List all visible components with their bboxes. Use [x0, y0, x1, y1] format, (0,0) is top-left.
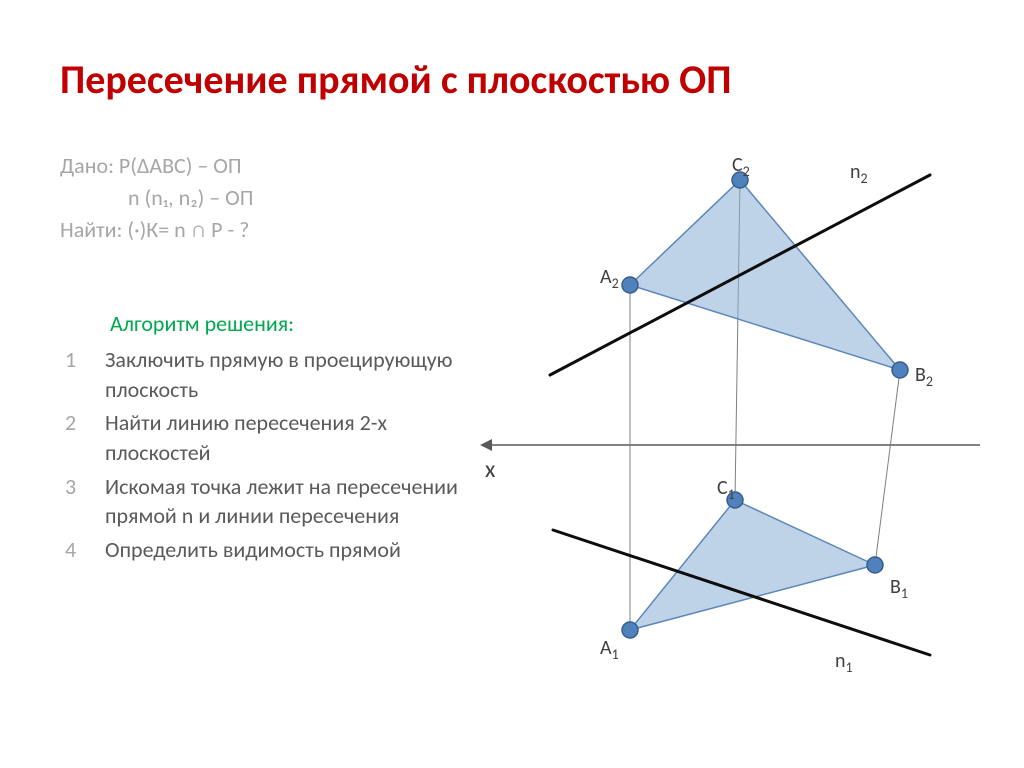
algo-text: Определить видимость прямой	[105, 535, 460, 565]
label-C2: C2	[732, 153, 750, 180]
label-C1: C1	[717, 476, 735, 503]
label-A2: A2	[600, 265, 619, 292]
projection-diagram: x A2 B2 C2 A1 B1 C1 n2 n1	[480, 145, 980, 695]
label-B1: B1	[890, 575, 908, 602]
algo-text: Найти линию пересечения 2-х плоскостей	[105, 408, 460, 467]
algo-num: 1	[60, 345, 105, 375]
algo-text: Заключить прямую в проецирующую плоскост…	[105, 345, 460, 404]
algorithm-list: 1 Заключить прямую в проецирующую плоско…	[60, 345, 460, 569]
algo-item: 4 Определить видимость прямой	[60, 535, 460, 565]
algo-item: 1 Заключить прямую в проецирующую плоско…	[60, 345, 460, 404]
algo-item: 3 Искомая точка лежит на пересечении пря…	[60, 472, 460, 531]
algo-num: 4	[60, 535, 105, 565]
label-n1: n1	[835, 649, 853, 676]
label-n2: n2	[850, 160, 868, 187]
given-line3: Найти: (·)К= n ∩ P - ?	[60, 214, 253, 246]
page-title: Пересечение прямой с плоскостью ОП	[60, 55, 731, 104]
given-line1: Дано: Р(ΔАВС) – ОП	[60, 150, 253, 182]
label-A1: A1	[600, 636, 619, 663]
axis-x-label: x	[485, 455, 495, 484]
label-B2: B2	[915, 363, 933, 390]
algo-item: 2 Найти линию пересечения 2-х плоскостей	[60, 408, 460, 467]
algorithm-heading: Алгоритм решения:	[110, 310, 294, 337]
algo-text: Искомая точка лежит на пересечении прямо…	[105, 472, 460, 531]
given-block: Дано: Р(ΔАВС) – ОП n (n₁, n₂) – ОП Найти…	[60, 150, 253, 246]
given-line2: n (n₁, n₂) – ОП	[60, 182, 253, 214]
algo-num: 2	[60, 408, 105, 438]
algo-num: 3	[60, 472, 105, 502]
